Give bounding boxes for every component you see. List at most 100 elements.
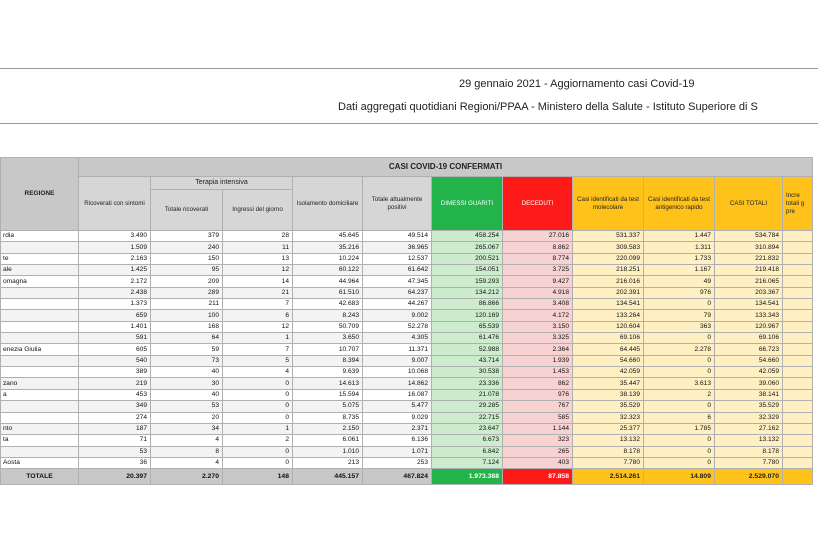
antigenico-cell: 1.167 [643,264,715,277]
positivi-cell: 9.002 [362,309,432,322]
col-antigenico-header: Casi identificati da test antigenico rap… [643,176,715,231]
ricoverati-cell: 659 [78,309,151,322]
ti-totale-cell: 95 [150,264,223,277]
table-row: te 2.163 150 13 10.224 12.537 200.521 8.774 220.… [0,252,813,266]
table-row: omagna 2.172 209 14 44.964 47.345 159.293 9.427… [0,275,813,288]
deceduti-cell: 265 [502,445,573,458]
deceduti-cell: 1.453 [502,366,573,379]
isolamento-cell: 14.613 [292,377,363,390]
region-cell: zano [0,377,79,390]
incremento-cell [782,343,813,356]
positivi-cell: 9.029 [362,411,432,424]
isolamento-cell: 35.216 [292,241,363,254]
ricoverati-cell: 187 [78,422,151,436]
antigenico-cell: 0 [643,354,715,368]
totali-cell: 66.723 [714,343,783,356]
region-cell [0,241,79,254]
ricoverati-cell: 453 [78,388,151,402]
incremento-cell [782,456,813,470]
ricoverati-cell: 1.373 [78,298,151,311]
table-row: 2.438 289 21 61.510 64.237 134.212 4.918 202.39… [0,286,813,300]
region-cell [0,298,79,311]
dimessi-cell: 159.293 [431,275,503,288]
deceduti-cell: 1.144 [502,422,573,436]
antigenico-cell: 6 [643,411,715,424]
totali-cell: 13.132 [714,434,783,447]
isolamento-cell: 45.645 [292,229,363,243]
dimessi-cell: 6.842 [431,445,503,458]
region-cell: a [0,388,79,402]
incremento-cell [782,320,813,334]
ti-ingressi-cell: 12 [222,320,293,334]
antigenico-cell: 79 [643,309,715,322]
region-cell: ale [0,264,79,277]
molecolare-cell: 120.604 [572,320,644,334]
total-value-cell: 2.529.070 [714,468,783,486]
positivi-cell: 14.862 [362,377,432,390]
positivi-cell: 4.305 [362,332,432,345]
molecolare-cell: 309.583 [572,241,644,254]
deceduti-cell: 4.172 [502,309,573,322]
region-cell [0,309,79,322]
ti-totale-cell: 289 [150,286,223,300]
total-value-cell: 20.397 [78,468,151,486]
region-cell: te [0,252,79,266]
region-cell: omagna [0,275,79,288]
ricoverati-cell: 3.490 [78,229,151,243]
dimessi-cell: 86.866 [431,298,503,311]
ti-totale-cell: 40 [150,388,223,402]
ti-totale-cell: 8 [150,445,223,458]
total-value-cell: 87.858 [502,468,573,486]
ricoverati-cell: 2.163 [78,252,151,266]
table-row: rdia 3.490 379 28 45.645 49.514 458.254 27.016 5… [0,229,813,243]
ti-ingressi-cell: 6 [222,309,293,322]
ti-totale-cell: 59 [150,343,223,356]
deceduti-cell: 976 [502,388,573,402]
isolamento-cell: 15.594 [292,388,363,402]
ti-ingressi-cell: 0 [222,411,293,424]
antigenico-cell: 49 [643,275,715,288]
incremento-cell [782,434,813,447]
molecolare-cell: 134.541 [572,298,644,311]
total-label: TOTALE [0,468,79,486]
separator-rule [0,123,818,124]
isolamento-cell: 8.243 [292,309,363,322]
totali-cell: 120.967 [714,320,783,334]
intensive-care-header: Terapia intensiva [150,176,293,190]
molecolare-cell: 220.099 [572,252,644,266]
deceduti-cell: 3.150 [502,320,573,334]
total-value-cell: 467.824 [362,468,432,486]
dimessi-cell: 52.988 [431,343,503,356]
positivi-cell: 36.965 [362,241,432,254]
ricoverati-cell: 1.509 [78,241,151,254]
antigenico-cell: 2 [643,388,715,402]
col-isolamento-header: Isolamento domiciliare [292,176,363,231]
antigenico-cell: 1.733 [643,252,715,266]
ti-totale-cell: 20 [150,411,223,424]
molecolare-cell: 133.264 [572,309,644,322]
positivi-cell: 11.371 [362,343,432,356]
antigenico-cell: 1.311 [643,241,715,254]
ti-ingressi-cell: 11 [222,241,293,254]
col-dimessi-header: DIMESSI GUARITI [431,176,503,231]
positivi-cell: 64.237 [362,286,432,300]
molecolare-cell: 64.445 [572,343,644,356]
totali-cell: 69.106 [714,332,783,345]
ti-ingressi-cell: 5 [222,354,293,368]
table-row: 1.373 211 7 42.683 44.267 86.866 3.408 134.541 0… [0,298,813,311]
molecolare-cell: 8.178 [572,445,644,458]
ti-ingressi-cell: 0 [222,388,293,402]
isolamento-cell: 42.683 [292,298,363,311]
region-header: REGIONE [0,157,79,231]
region-cell: Aosta [0,456,79,470]
positivi-cell: 52.278 [362,320,432,334]
total-row: TOTALE 20.397 2.270 148 445.157 467.824 1.973.… [0,468,813,486]
totali-cell: 42.059 [714,366,783,379]
molecolare-cell: 218.251 [572,264,644,277]
ricoverati-cell: 605 [78,343,151,356]
positivi-cell: 61.642 [362,264,432,277]
ti-ingressi-cell: 2 [222,434,293,447]
ricoverati-cell: 349 [78,400,151,413]
table-row: Aosta 36 4 0 213 253 7.124 403 7.780 0 7.780 [0,456,813,470]
incremento-cell [782,229,813,243]
